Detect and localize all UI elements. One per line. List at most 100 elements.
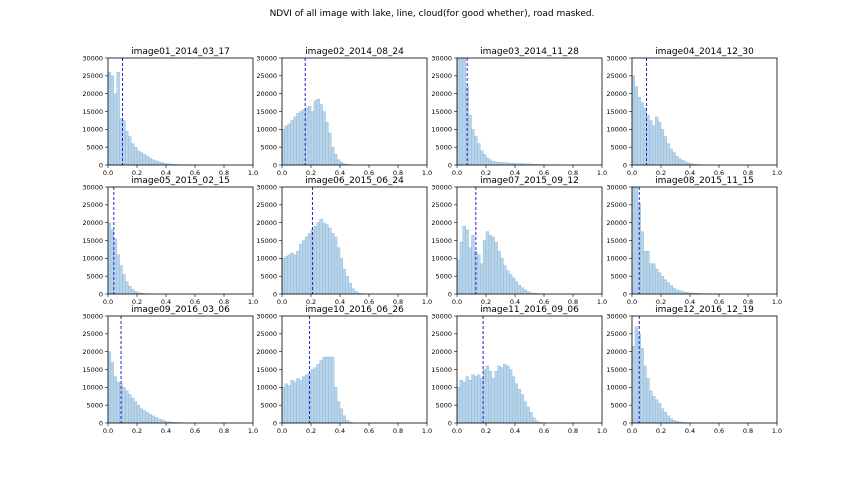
x-tick-label: 0.0 (627, 427, 637, 435)
histogram-bar (128, 285, 132, 295)
x-tick-label: 1.0 (772, 169, 782, 177)
histogram-bar (116, 381, 120, 424)
histogram-bar (316, 222, 320, 295)
histogram-bar (462, 226, 466, 295)
x-tick-label: 0.6 (714, 169, 724, 177)
y-tick-label: 5000 (610, 401, 627, 409)
histogram-bar (514, 281, 519, 295)
x-tick-label: 0.6 (190, 427, 200, 435)
x-tick-label: 0.0 (627, 169, 637, 177)
x-tick-label: 1.0 (597, 298, 607, 306)
histogram-bar (459, 57, 463, 166)
histogram-bar (474, 376, 478, 424)
histogram-bar (339, 408, 344, 424)
y-tick-label: 20000 (606, 348, 627, 356)
y-tick-label: 20000 (606, 219, 627, 227)
histogram-bar (145, 155, 149, 166)
y-tick-label: 0 (448, 419, 452, 427)
histogram-bar (322, 111, 326, 166)
histogram-bar (631, 186, 636, 295)
histogram-bar (284, 125, 288, 166)
x-tick-label: 0.4 (685, 298, 695, 306)
y-tick-label: 30000 (256, 312, 277, 320)
histogram-bar (307, 105, 312, 166)
histogram-bar (139, 408, 143, 424)
y-tick-label: 5000 (435, 143, 452, 151)
histogram-bar (319, 104, 323, 166)
histogram-bar (154, 160, 158, 166)
histogram-bar (302, 376, 306, 424)
histogram-bar (488, 159, 492, 166)
x-tick-label: 0.2 (132, 169, 142, 177)
histogram-bar (497, 365, 501, 424)
y-tick-label: 10000 (431, 255, 452, 263)
x-tick-label: 0.4 (510, 169, 520, 177)
panel-title: image11_2016_09_06 (480, 305, 579, 315)
histogram-panel: 0.0 0.2 0.4 0.6 0.8 1.0 0 5000 10000 15000 20000 25… (606, 47, 782, 177)
y-tick-label: 0 (99, 161, 103, 169)
histogram-bar (631, 75, 636, 166)
histogram-bar (325, 224, 329, 295)
x-tick-label: 0.0 (452, 427, 462, 435)
x-tick-label: 1.0 (422, 298, 432, 306)
histogram-bar (485, 365, 490, 424)
x-tick-label: 0.0 (452, 298, 462, 306)
histogram-bar (681, 160, 685, 166)
y-tick-label: 20000 (82, 90, 103, 98)
y-tick-label: 5000 (435, 401, 452, 409)
histogram-bar (657, 122, 662, 166)
histogram-bar (142, 154, 146, 166)
histogram-bar (660, 129, 665, 166)
histogram-bar (307, 233, 312, 295)
y-tick-label: 10000 (431, 126, 452, 134)
x-tick-label: 0.6 (190, 298, 200, 306)
x-tick-label: 0.4 (161, 169, 171, 177)
x-tick-label: 1.0 (772, 298, 782, 306)
x-tick-label: 0.6 (364, 298, 374, 306)
histogram-bar (637, 97, 641, 166)
histogram-panel: 0.0 0.2 0.4 0.6 0.8 1.0 0 5000 10000 15000 20000 25… (82, 305, 258, 435)
x-tick-label: 0.8 (219, 169, 229, 177)
x-tick-label: 0.8 (393, 427, 403, 435)
histogram-bar (666, 415, 670, 424)
histogram-bar (482, 154, 487, 166)
x-tick-label: 0.6 (539, 169, 549, 177)
histogram-bar (506, 270, 510, 295)
histogram-bar (322, 356, 326, 424)
histogram-panel: 0.0 0.2 0.4 0.6 0.8 1.0 0 5000 10000 15000 20000 25… (606, 305, 782, 435)
histogram-bar (456, 57, 461, 166)
x-tick-label: 0.4 (510, 298, 520, 306)
x-tick-label: 0.2 (656, 427, 666, 435)
histogram-bar (342, 268, 346, 295)
y-tick-label: 30000 (431, 312, 452, 320)
histogram-bar (462, 381, 466, 424)
y-tick-label: 30000 (606, 312, 627, 320)
y-tick-label: 5000 (260, 272, 277, 280)
histogram-bar (643, 107, 647, 166)
histogram-bar (299, 111, 303, 166)
histogram-bar (503, 265, 507, 295)
histogram-bar (110, 75, 114, 166)
histogram-bar (465, 376, 469, 424)
y-tick-label: 10000 (82, 126, 103, 134)
histogram-bar (325, 122, 329, 166)
panel-title: image09_2016_03_06 (131, 305, 230, 315)
histogram-bar (305, 236, 309, 295)
histogram-bar (336, 159, 341, 166)
histogram-bar (287, 254, 291, 295)
histogram-bar (281, 387, 286, 424)
panel-title: image02_2014_08_24 (305, 47, 404, 57)
histogram-bar (322, 222, 326, 295)
histogram-bar (477, 254, 481, 295)
x-tick-label: 1.0 (248, 169, 258, 177)
histogram-bar (649, 120, 653, 166)
y-tick-label: 0 (448, 161, 452, 169)
x-tick-label: 0.0 (103, 298, 113, 306)
x-tick-label: 0.6 (364, 427, 374, 435)
histogram-bar (646, 251, 650, 295)
histogram-bar (663, 412, 667, 424)
histogram-bar (523, 401, 527, 424)
histogram-bar (468, 114, 472, 166)
histogram-bar (290, 252, 294, 295)
x-tick-label: 0.4 (685, 169, 695, 177)
